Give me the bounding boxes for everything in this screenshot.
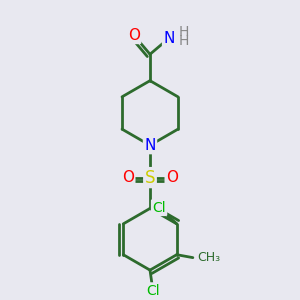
Text: S: S [145, 169, 155, 187]
Text: Cl: Cl [146, 284, 160, 298]
Text: N: N [144, 138, 156, 153]
Text: H: H [178, 25, 189, 39]
Text: Cl: Cl [152, 201, 166, 215]
Text: H: H [178, 34, 189, 48]
Text: O: O [128, 28, 140, 43]
Text: N: N [164, 31, 175, 46]
Text: CH₃: CH₃ [197, 251, 220, 264]
Text: O: O [166, 170, 178, 185]
Text: O: O [122, 170, 134, 185]
